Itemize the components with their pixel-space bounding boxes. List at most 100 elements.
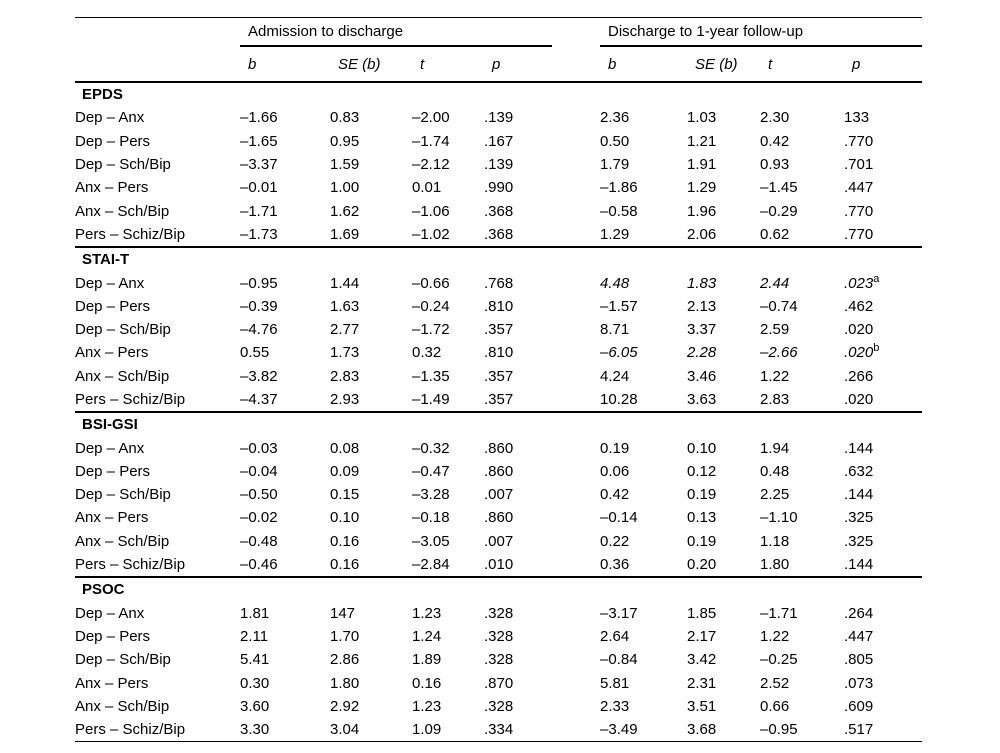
cell-fu-se-b: 2.06 — [687, 222, 761, 249]
cell-adm-t: –0.18 — [412, 509, 450, 527]
cell-fu-b: 1.79 — [600, 156, 630, 174]
column-gap — [552, 506, 600, 529]
cell-adm-se-b: 2.92 — [330, 697, 360, 715]
column-gap — [552, 460, 600, 483]
row-label-column-subheader — [75, 46, 240, 83]
cell-adm-b: 2.11 — [240, 627, 269, 645]
cell-adm-t: 0.16 — [412, 674, 442, 692]
row-label: Pers – Schiz/Bip — [75, 222, 240, 249]
cell-fu-se-b: 2.31 — [687, 674, 717, 692]
table-row: Anx – Sch/Bip –0.48 0.16 –3.05 .007 0.22 0.19 1… — [75, 530, 922, 553]
cell-adm-p: .328 — [484, 651, 514, 669]
cell-adm-se-b: 1.70 — [330, 627, 360, 645]
cell-adm-p: .810 — [484, 297, 514, 315]
row-label: Dep – Pers — [75, 297, 151, 315]
cell-adm-p: .139 — [484, 156, 514, 174]
cell-fu-b: 4.48 — [600, 274, 630, 292]
cell-adm-p: .990 — [484, 179, 514, 197]
cell-adm-p: .007 — [484, 532, 514, 550]
cell-fu-b: –1.57 — [600, 297, 638, 315]
cell-adm-b: –0.04 — [240, 462, 278, 480]
regression-results-table: Admission to discharge Discharge to 1-ye… — [75, 17, 923, 743]
column-gap — [552, 671, 600, 694]
cell-fu-se-b: 2.28 — [687, 344, 717, 362]
cell-adm-p: .010 — [484, 552, 553, 579]
cell-fu-se-b: 1.21 — [687, 132, 717, 150]
cell-fu-p: .264 — [844, 604, 874, 622]
row-label: Dep – Sch/Bip — [75, 486, 171, 504]
table-row: Dep – Pers 2.11 1.70 1.24 .328 2.64 2.17 1.22 .4… — [75, 625, 922, 648]
row-label: Anx – Pers — [75, 344, 149, 362]
cell-adm-p: .768 — [484, 274, 514, 292]
cell-fu-p: 133 — [844, 109, 870, 127]
cell-fu-b: 2.36 — [600, 109, 630, 127]
group-header-row: Admission to discharge Discharge to 1-ye… — [75, 17, 923, 47]
subheader-row: b SE (b) t p b SE (b) t p — [75, 46, 923, 83]
cell-adm-p: .007 — [484, 486, 514, 504]
cell-adm-t: –2.84 — [412, 552, 484, 579]
cell-fu-t: 2.83 — [760, 387, 845, 414]
table-body: EPDS Dep – Anx –1.66 0.83 –2.00 .139 2.36 1.03 2… — [75, 82, 923, 743]
column-gap — [552, 130, 600, 153]
cell-fu-t: –0.25 — [760, 651, 798, 669]
cell-adm-t: –2.00 — [412, 109, 450, 127]
cell-adm-p: .328 — [484, 697, 514, 715]
section-header-row: PSOC — [75, 577, 922, 601]
cell-fu-b: 1.29 — [600, 222, 688, 249]
column-gap — [552, 718, 601, 743]
cell-adm-b: 3.60 — [240, 697, 270, 715]
cell-fu-p: .020 — [844, 387, 923, 414]
cell-adm-se-b: 2.77 — [330, 321, 360, 339]
table-row: Dep – Pers –0.04 0.09 –0.47 .860 0.06 0.12 0.48… — [75, 460, 922, 483]
cell-fu-p: .447 — [844, 179, 874, 197]
table-row: Anx – Pers 0.55 1.73 0.32 .810 –6.05 2.28 –2.66… — [75, 341, 922, 364]
column-gap — [552, 530, 600, 553]
cell-fu-b: –0.58 — [600, 202, 638, 220]
row-label: Dep – Pers — [75, 462, 151, 480]
row-label: Anx – Pers — [75, 509, 149, 527]
cell-adm-t: –1.74 — [412, 132, 450, 150]
row-label: Dep – Pers — [75, 627, 151, 645]
cell-adm-se-b: 1.62 — [330, 202, 360, 220]
col-header-fu-t: t — [760, 46, 845, 83]
cell-adm-se-b: 1.44 — [330, 274, 360, 292]
table-row: Anx – Sch/Bip –1.71 1.62 –1.06 .368 –0.58 1.96… — [75, 199, 922, 222]
table-row: Dep – Sch/Bip 5.41 2.86 1.89 .328 –0.84 3.42 –0… — [75, 648, 922, 671]
cell-fu-b: 0.19 — [600, 439, 630, 457]
cell-adm-se-b: 2.93 — [330, 387, 412, 414]
cell-adm-t: –1.49 — [412, 387, 484, 414]
cell-adm-t: –3.05 — [412, 532, 450, 550]
cell-fu-p: .020b — [844, 342, 880, 362]
column-gap — [552, 602, 600, 625]
cell-adm-b: –0.39 — [240, 297, 278, 315]
row-label: Dep – Sch/Bip — [75, 651, 171, 669]
table-row: Dep – Anx –0.95 1.44 –0.66 .768 4.48 1.83 2.44.… — [75, 271, 922, 294]
cell-adm-b: –0.50 — [240, 486, 278, 504]
section-header-row: EPDS — [75, 82, 922, 106]
cell-adm-se-b: 0.16 — [330, 552, 412, 579]
table-row: Dep – Anx 1.81 147 1.23 .328 –3.17 1.85 –1.71 .2… — [75, 602, 922, 625]
cell-fu-t: 1.22 — [760, 367, 790, 385]
cell-fu-p: .770 — [844, 202, 874, 220]
cell-fu-b: 10.28 — [600, 387, 688, 414]
column-gap — [552, 176, 600, 199]
row-label: Dep – Anx — [75, 109, 145, 127]
cell-adm-p: .860 — [484, 462, 514, 480]
cell-fu-b: –0.14 — [600, 509, 638, 527]
group-header-discharge-to-followup: Discharge to 1-year follow-up — [600, 17, 923, 47]
cell-adm-se-b: 3.04 — [330, 718, 412, 743]
cell-fu-b: –0.84 — [600, 651, 638, 669]
cell-fu-b: 2.33 — [600, 697, 630, 715]
col-header-adm-t: t — [412, 46, 484, 83]
cell-adm-se-b: 0.95 — [330, 132, 360, 150]
section-title-stai-t: STAI-T — [82, 251, 130, 269]
cell-adm-p: .860 — [484, 439, 514, 457]
cell-fu-p: .144 — [844, 552, 923, 579]
cell-fu-p: .701 — [844, 156, 874, 174]
table-row: Pers – Schiz/Bip –1.73 1.69 –1.02.368 1.29 2.… — [75, 222, 923, 249]
cell-adm-b: 1.81 — [240, 604, 270, 622]
column-gap — [552, 153, 600, 176]
column-gap — [552, 106, 600, 129]
cell-adm-t: 1.89 — [412, 651, 442, 669]
column-gap — [552, 341, 600, 364]
